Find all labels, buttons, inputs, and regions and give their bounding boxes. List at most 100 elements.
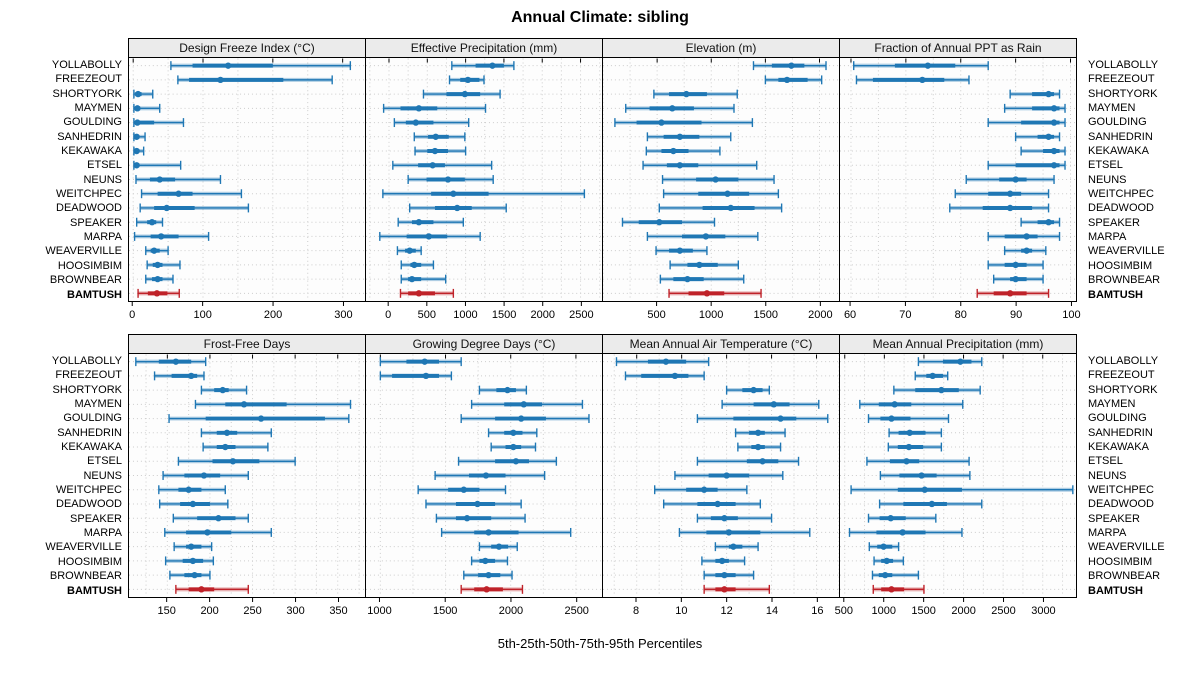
panels-row-1: Design Freeze Index (°C) 0 100 200 300 Effect… bbox=[128, 38, 1082, 324]
site-label-kekawaka: KEKAWAKA bbox=[61, 441, 122, 454]
svg-text:12: 12 bbox=[721, 605, 733, 617]
svg-text:16: 16 bbox=[811, 605, 823, 617]
svg-text:500: 500 bbox=[835, 605, 853, 617]
site-label-weaverville: WEAVERVILLE bbox=[45, 245, 122, 258]
panel-plot-0 bbox=[128, 58, 366, 302]
svg-text:500: 500 bbox=[647, 309, 665, 321]
site-label-freezeout: FREEZEOUT bbox=[1088, 73, 1155, 86]
site-label-shortyork: SHORTYORK bbox=[1088, 383, 1158, 396]
panel-plot-7 bbox=[839, 354, 1077, 598]
site-label-speaker: SPEAKER bbox=[1088, 216, 1140, 229]
site-label-marpa: MARPA bbox=[83, 231, 122, 244]
site-label-etsel: ETSEL bbox=[1088, 455, 1123, 468]
panel-x-axis-1: 0 500 1000 1500 2000 2500 bbox=[385, 302, 594, 321]
site-label-brownbear: BROWNBEAR bbox=[49, 570, 122, 583]
site-label-weaverville: WEAVERVILLE bbox=[1088, 245, 1165, 258]
svg-text:1500: 1500 bbox=[433, 605, 457, 617]
site-labels-left: YOLLABOLLY FREEZEOUT SHORTYORK MAYMEN GOULDI… bbox=[0, 334, 128, 598]
svg-text:1000: 1000 bbox=[699, 309, 723, 321]
site-label-shortyork: SHORTYORK bbox=[52, 383, 122, 396]
site-label-weitchpec: WEITCHPEC bbox=[1088, 484, 1154, 497]
site-label-goulding: GOULDING bbox=[63, 412, 122, 425]
site-label-freezeout: FREEZEOUT bbox=[55, 73, 122, 86]
svg-text:2000: 2000 bbox=[499, 605, 523, 617]
svg-text:0: 0 bbox=[385, 309, 391, 321]
site-label-brownbear: BROWNBEAR bbox=[1088, 274, 1161, 287]
panel-3: Fraction of Annual PPT as Rain 60 70 80 90 10… bbox=[839, 38, 1081, 324]
site-label-speaker: SPEAKER bbox=[70, 512, 122, 525]
panel-x-axis-7: 500 1000 1500 2000 2500 3000 bbox=[835, 598, 1056, 617]
panel-strip-title: Growing Degree Days (°C) bbox=[365, 334, 603, 354]
site-label-brownbear: BROWNBEAR bbox=[49, 274, 122, 287]
panel-strip-title: Fraction of Annual PPT as Rain bbox=[839, 38, 1077, 58]
site-label-shortyork: SHORTYORK bbox=[52, 87, 122, 100]
svg-text:350: 350 bbox=[329, 605, 347, 617]
site-label-neuns: NEUNS bbox=[83, 173, 122, 186]
site-label-marpa: MARPA bbox=[1088, 231, 1127, 244]
site-label-deadwood: DEADWOOD bbox=[1088, 498, 1154, 511]
site-label-goulding: GOULDING bbox=[63, 116, 122, 129]
site-label-yollabolly: YOLLABOLLY bbox=[1088, 355, 1159, 367]
site-label-neuns: NEUNS bbox=[1088, 173, 1127, 186]
panel-x-axis-0: 0 100 200 300 bbox=[129, 302, 353, 321]
svg-text:250: 250 bbox=[243, 605, 261, 617]
site-label-deadwood: DEADWOOD bbox=[1088, 202, 1154, 215]
panel-strip-title: Elevation (m) bbox=[602, 38, 840, 58]
svg-text:3000: 3000 bbox=[1031, 605, 1055, 617]
site-label-kekawaka: KEKAWAKA bbox=[61, 145, 122, 158]
site-labels-right: YOLLABOLLY FREEZEOUT SHORTYORK MAYMEN GOULDI… bbox=[1082, 334, 1200, 598]
svg-text:0: 0 bbox=[129, 309, 135, 321]
site-label-goulding: GOULDING bbox=[1088, 412, 1147, 425]
panel-rows: YOLLABOLLY FREEZEOUT SHORTYORK MAYMEN GOULDI… bbox=[0, 38, 1200, 620]
panel-strip-title: Design Freeze Index (°C) bbox=[128, 38, 366, 58]
site-label-bamtush: BAMTUSH bbox=[67, 288, 122, 301]
chart-title: Annual Climate: sibling bbox=[511, 9, 689, 26]
site-label-marpa: MARPA bbox=[83, 527, 122, 540]
site-label-weitchpec: WEITCHPEC bbox=[56, 188, 122, 201]
site-label-freezeout: FREEZEOUT bbox=[55, 369, 122, 382]
site-label-freezeout: FREEZEOUT bbox=[1088, 369, 1155, 382]
panel-plot-3 bbox=[839, 58, 1077, 302]
site-label-sanhedrin: SANHEDRIN bbox=[1088, 426, 1153, 439]
site-label-etsel: ETSEL bbox=[87, 159, 122, 172]
panel-6: Mean Annual Air Temperature (°C) 8 10 12 14 1… bbox=[602, 334, 840, 620]
site-label-kekawaka: KEKAWAKA bbox=[1088, 145, 1149, 158]
svg-text:1500: 1500 bbox=[492, 309, 516, 321]
svg-text:1000: 1000 bbox=[367, 605, 391, 617]
svg-text:70: 70 bbox=[899, 309, 911, 321]
panel-0: Design Freeze Index (°C) 0 100 200 300 bbox=[128, 38, 366, 324]
site-label-hoosimbim: HOOSIMBIM bbox=[1088, 259, 1153, 272]
site-label-yollabolly: YOLLABOLLY bbox=[1088, 59, 1159, 71]
site-label-hoosimbim: HOOSIMBIM bbox=[57, 259, 122, 272]
svg-text:100: 100 bbox=[1062, 309, 1080, 321]
site-label-shortyork: SHORTYORK bbox=[1088, 87, 1158, 100]
panel-x-axis-2: 500 1000 1500 2000 bbox=[647, 302, 833, 321]
panel-strip-title: Mean Annual Air Temperature (°C) bbox=[602, 334, 840, 354]
site-label-marpa: MARPA bbox=[1088, 527, 1127, 540]
svg-text:2500: 2500 bbox=[564, 605, 588, 617]
site-label-sanhedrin: SANHEDRIN bbox=[57, 130, 122, 143]
panels-row-2: Frost-Free Days 150 200 250 300 350 Growing De… bbox=[128, 334, 1082, 620]
svg-text:500: 500 bbox=[418, 309, 436, 321]
svg-text:150: 150 bbox=[157, 605, 175, 617]
svg-text:2500: 2500 bbox=[569, 309, 593, 321]
site-label-etsel: ETSEL bbox=[87, 455, 122, 468]
site-labels-left: YOLLABOLLY FREEZEOUT SHORTYORK MAYMEN GOULDI… bbox=[0, 38, 128, 302]
site-label-neuns: NEUNS bbox=[83, 469, 122, 482]
panel-plot-4 bbox=[128, 354, 366, 598]
site-label-speaker: SPEAKER bbox=[1088, 512, 1140, 525]
svg-text:80: 80 bbox=[955, 309, 967, 321]
panel-7: Mean Annual Precipitation (mm) 500 1000 150… bbox=[835, 334, 1077, 620]
svg-text:90: 90 bbox=[1010, 309, 1022, 321]
site-label-sanhedrin: SANHEDRIN bbox=[1088, 130, 1153, 143]
panel-plot-5 bbox=[365, 354, 603, 598]
panel-strip-title: Mean Annual Precipitation (mm) bbox=[839, 334, 1077, 354]
site-label-maymen: MAYMEN bbox=[74, 102, 122, 115]
svg-text:60: 60 bbox=[844, 309, 856, 321]
svg-text:2000: 2000 bbox=[808, 309, 832, 321]
site-label-bamtush: BAMTUSH bbox=[67, 584, 122, 597]
site-label-sanhedrin: SANHEDRIN bbox=[57, 426, 122, 439]
panel-plot-2 bbox=[602, 58, 840, 302]
svg-text:200: 200 bbox=[200, 605, 218, 617]
svg-text:300: 300 bbox=[334, 309, 352, 321]
